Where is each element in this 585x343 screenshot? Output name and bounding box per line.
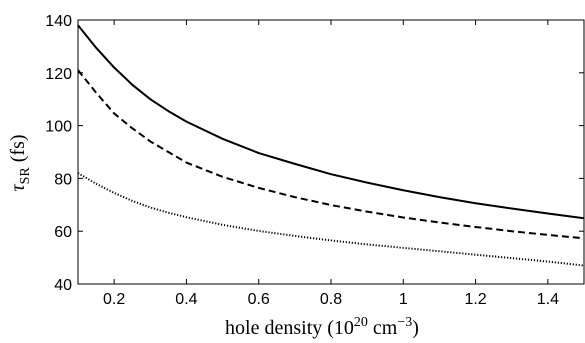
y-axis-ticks: 40 60 80 100 120 140 [45, 13, 584, 294]
y-tick-label: 80 [54, 171, 72, 188]
x-axis-label-unit: cm [368, 317, 398, 339]
x-tick-label: 0.2 [103, 291, 125, 308]
y-tick-label: 100 [45, 119, 72, 136]
y-tick-label: 40 [54, 277, 72, 294]
x-axis-label-tail: ) [412, 317, 419, 339]
y-axis-label-symbol: τ [7, 184, 29, 192]
series-line-solid [77, 24, 585, 220]
x-axis-label-unit-exp: −3 [397, 315, 412, 330]
x-axis-label: hole density (1020 cm−3) [225, 315, 419, 339]
x-axis-label-main: hole density (10 [225, 317, 354, 339]
y-tick-label: 140 [45, 13, 72, 30]
series-line-dotted [77, 172, 585, 267]
y-tick-label: 120 [45, 66, 72, 83]
x-axis-ticks: 0.2 0.4 0.6 0.8 1 1.2 1.4 [103, 20, 559, 308]
x-tick-label: 0.8 [320, 291, 342, 308]
y-tick-label: 60 [54, 224, 72, 241]
y-axis-label-subscript: SR [18, 167, 33, 185]
x-axis-label-exp: 20 [354, 315, 368, 330]
x-tick-label: 1 [399, 291, 408, 308]
x-tick-label: 1.4 [537, 291, 559, 308]
y-axis-label: τSR (fs) [7, 134, 33, 191]
x-tick-label: 1.2 [464, 291, 486, 308]
series-layer [77, 24, 585, 267]
x-tick-label: 0.4 [175, 291, 197, 308]
y-axis-label-tail: (fs) [7, 134, 29, 167]
x-tick-label: 0.6 [248, 291, 270, 308]
